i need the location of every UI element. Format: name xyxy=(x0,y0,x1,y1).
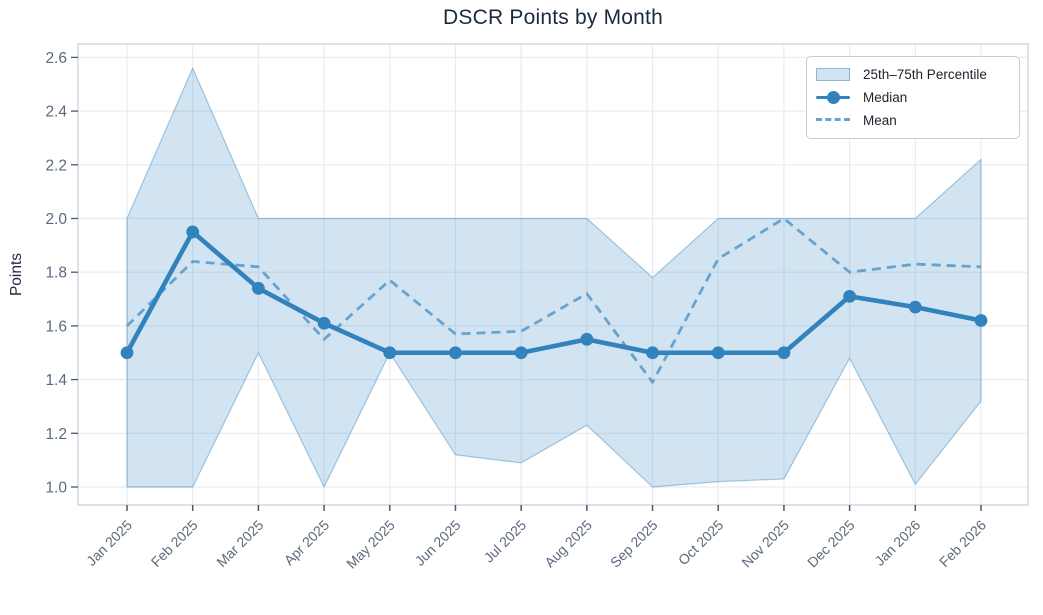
x-tick-label: Aug 2025 xyxy=(541,517,595,571)
percentile-band-swatch xyxy=(816,67,850,82)
median-marker xyxy=(711,346,725,360)
legend-label-mean: Mean xyxy=(863,113,897,128)
median-marker xyxy=(646,346,659,360)
median-marker xyxy=(843,289,857,303)
y-tick-label: 1.0 xyxy=(45,480,67,497)
median-line xyxy=(124,229,984,356)
x-tick-label: Feb 2025 xyxy=(148,517,201,570)
median-marker xyxy=(449,346,462,360)
y-tick-label: 2.6 xyxy=(45,50,67,67)
mean-line xyxy=(126,217,982,384)
x-tick-label: Jan 2026 xyxy=(871,517,923,569)
x-tick-label: Nov 2025 xyxy=(738,517,792,571)
y-axis-label: Points xyxy=(8,253,25,296)
x-tick-label: Sep 2025 xyxy=(607,517,661,571)
plot-border xyxy=(77,43,1029,506)
y-tick-label: 2.2 xyxy=(45,157,67,174)
median-marker xyxy=(317,316,331,330)
chart-title: DSCR Points by Month xyxy=(443,6,663,29)
y-tick-label: 1.8 xyxy=(45,265,67,282)
x-tick-label: Dec 2025 xyxy=(804,517,858,571)
mean-line-swatch xyxy=(816,113,850,128)
median-marker xyxy=(777,346,791,360)
legend-row-mean: Mean xyxy=(816,112,1009,129)
legend-label-median: Median xyxy=(863,90,908,105)
x-tick-label: Jul 2025 xyxy=(481,517,530,566)
median-marker xyxy=(383,346,397,360)
legend: 25th–75th Percentile Median Mean xyxy=(806,56,1020,139)
x-tick-label: Oct 2025 xyxy=(675,517,727,569)
x-tick-label: Feb 2026 xyxy=(936,517,989,570)
legend-row-percentile: 25th–75th Percentile xyxy=(816,66,1009,83)
median-marker xyxy=(251,281,265,295)
median-marker xyxy=(974,314,988,327)
percentile-band xyxy=(126,67,982,488)
x-tick-label: Jan 2025 xyxy=(83,517,135,569)
median-marker xyxy=(580,332,594,346)
x-tick-label: Apr 2025 xyxy=(281,517,333,569)
median-marker xyxy=(120,346,134,360)
y-tick-label: 2.4 xyxy=(45,104,67,121)
median-marker xyxy=(514,346,528,360)
y-tick-label: 1.4 xyxy=(45,372,67,389)
x-tick-label: May 2025 xyxy=(343,517,398,572)
x-tick-label: Jun 2025 xyxy=(412,517,464,569)
median-marker xyxy=(186,225,200,239)
legend-row-median: Median xyxy=(816,89,1009,106)
median-line-swatch xyxy=(816,90,850,105)
y-tick-label: 1.2 xyxy=(45,426,67,443)
legend-label-percentile: 25th–75th Percentile xyxy=(863,67,987,82)
x-tick-label: Mar 2025 xyxy=(213,517,266,570)
median-marker xyxy=(908,300,922,314)
y-tick-label: 2.0 xyxy=(45,211,67,228)
y-tick-label: 1.6 xyxy=(45,318,67,335)
